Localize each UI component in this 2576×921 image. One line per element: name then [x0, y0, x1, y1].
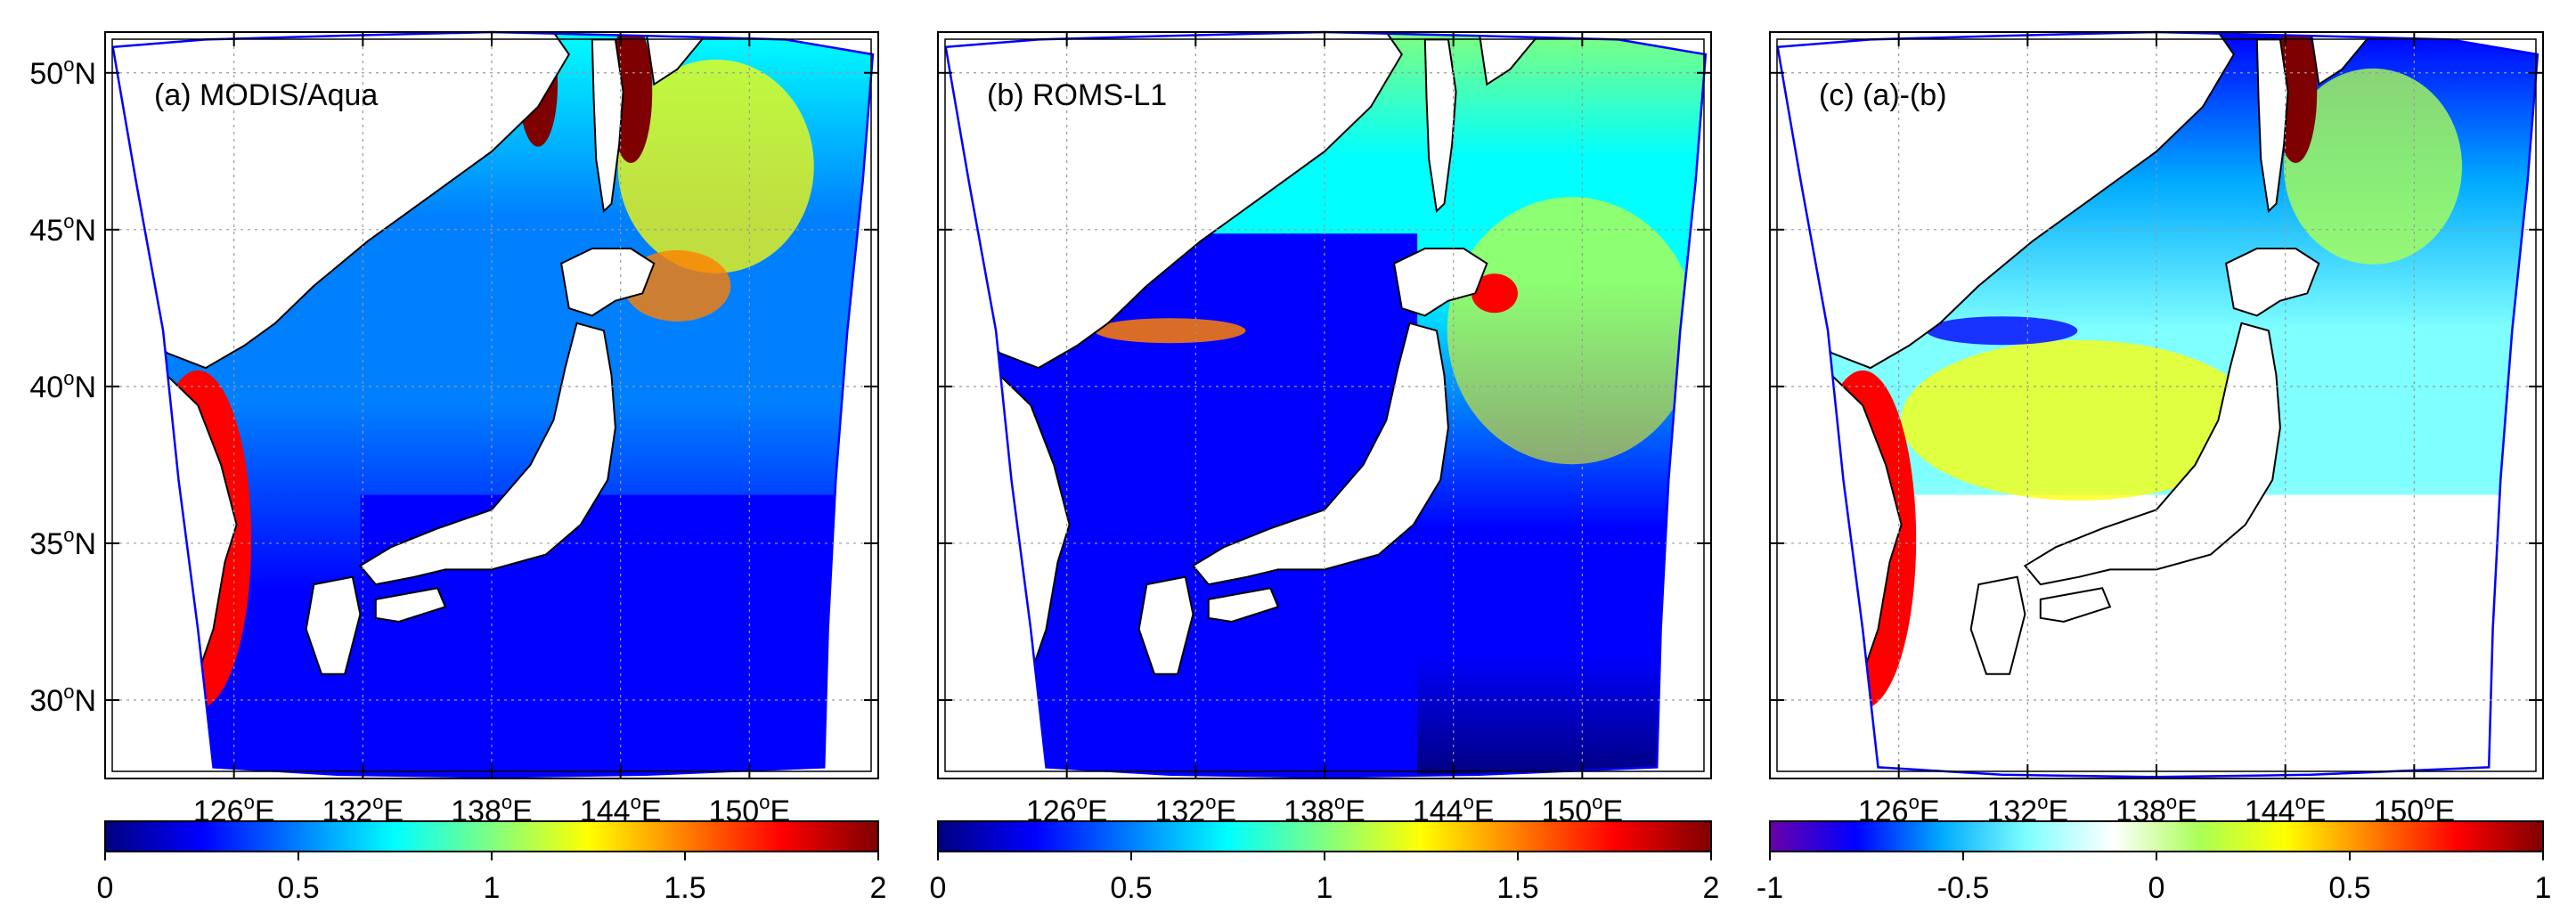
kyushu-land: [305, 575, 362, 675]
colorbar-tick-label: 0: [97, 871, 114, 905]
colorbar-ramp: [937, 820, 1712, 852]
front-high: [1094, 318, 1246, 344]
colorbar-tick-label: 0.5: [2328, 871, 2370, 905]
kamchatka-land: [645, 32, 711, 86]
colorbar-tick-label: 1: [1317, 871, 1333, 905]
lat-label: 35oN: [29, 524, 96, 561]
honshu-land: [1191, 322, 1449, 586]
panel-title: (c) (a)-(b): [1819, 78, 1947, 112]
hokkaido-land: [1392, 248, 1488, 317]
lat-label: 45oN: [29, 210, 96, 248]
colorbar-tick-label: 0: [930, 871, 947, 905]
colorbar-ramp: [104, 820, 879, 852]
colorbar-tick-label: 0.5: [277, 871, 319, 905]
map-panel-c: 126oE 132oE 138oE 144oE 150oE(c) (a)-(b)-1 -0…: [1757, 30, 2552, 905]
colorbar-ramp: [1769, 820, 2544, 852]
graticule: [105, 32, 878, 778]
colorbar-tick-label: 1.5: [1496, 871, 1538, 905]
okhotsk-high: [617, 59, 814, 273]
colorbar-tick-label: 1: [484, 871, 501, 905]
colorbar-tick-label: 2: [1703, 871, 1720, 905]
lat-label: 30oN: [29, 681, 96, 718]
sakhalin-land: [2255, 38, 2289, 214]
colorbar-tick-label: -1: [1757, 871, 1783, 905]
graticule: [1770, 32, 2543, 778]
hokkaido-land: [2224, 248, 2320, 317]
colorbar: 0 0.5 1 1.5 2: [97, 820, 887, 905]
kamchatka-land: [1478, 32, 1544, 86]
shikoku-land: [2039, 587, 2112, 624]
sakhalin-land: [591, 38, 624, 214]
domain-outline: [1776, 30, 2539, 778]
sea-of-japan-positive: [1901, 339, 2258, 501]
panel-title: (b) ROMS-L1: [987, 78, 1167, 112]
kyushu-land: [1137, 575, 1194, 675]
colorbar-tick-label: 2: [870, 871, 887, 905]
colorbar: 0 0.5 1 1.5 2: [930, 820, 1720, 905]
sakhalin-land: [1423, 38, 1457, 214]
shikoku-land: [374, 587, 447, 624]
kyushu-land: [1969, 575, 2026, 675]
okhotsk-positive: [2284, 68, 2463, 265]
colorbar-tick-label: 0: [2148, 871, 2165, 905]
front-negative: [1926, 316, 2078, 346]
oyashio-high: [1471, 273, 1518, 314]
graticule: [938, 32, 1711, 778]
kamchatka-land: [2310, 32, 2376, 86]
colorbar-tick-label: 1: [2535, 871, 2552, 905]
map-panel-b: 126oE 132oE 138oE 144oE 150oE(b) ROMS-L10 0.5…: [930, 30, 1720, 905]
colorbar-tick-label: -0.5: [1937, 871, 1990, 905]
panel-title: (a) MODIS/Aqua: [154, 78, 378, 112]
lat-label: 50oN: [29, 53, 96, 91]
colorbar-tick-label: 1.5: [664, 871, 705, 905]
hokkaido-land: [559, 248, 656, 317]
lat-label: 40oN: [29, 367, 96, 404]
pacific-high: [1447, 197, 1697, 465]
honshu-land: [358, 322, 616, 586]
colorbar-tick-label: 0.5: [1110, 871, 1152, 905]
domain-outline: [944, 30, 1708, 778]
domain-outline: [111, 30, 875, 778]
shikoku-land: [1207, 587, 1280, 624]
honshu-land: [2023, 322, 2281, 586]
ocean-field: [112, 32, 873, 778]
colorbar: -1 -0.5 0 0.5 1: [1757, 820, 2552, 905]
